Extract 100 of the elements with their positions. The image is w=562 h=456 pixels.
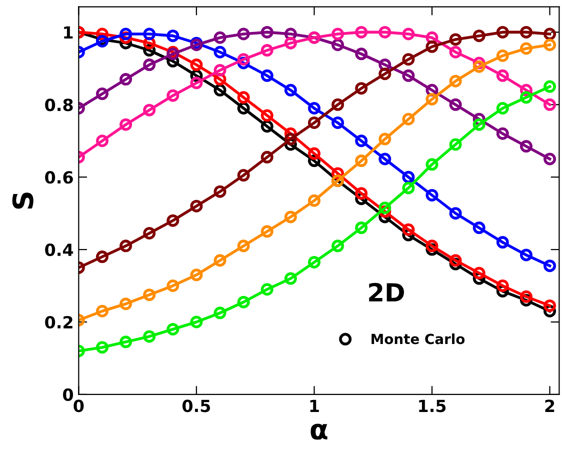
y-tick-label: 0: [63, 388, 74, 402]
point: [402, 223, 415, 236]
point: [402, 53, 415, 66]
point: [496, 236, 509, 249]
point: [520, 26, 532, 38]
point: [472, 60, 486, 73]
x-tick-label: 0.5: [182, 400, 210, 412]
point: [449, 74, 462, 88]
point: [284, 132, 297, 146]
point: [332, 98, 344, 111]
point: [496, 49, 509, 62]
point: [355, 154, 368, 168]
point: [237, 91, 250, 104]
point: [166, 30, 180, 42]
point: [308, 147, 320, 160]
point: [214, 306, 226, 320]
point: [355, 134, 368, 148]
point: [544, 38, 556, 52]
point: [472, 30, 486, 42]
point: [449, 98, 462, 111]
point: [166, 280, 180, 292]
point: [449, 138, 462, 151]
point: [355, 222, 368, 234]
point: [426, 240, 438, 252]
point: [472, 222, 486, 234]
point: [496, 280, 509, 292]
point: [496, 69, 509, 82]
x-tick-label: 0: [74, 400, 84, 412]
point: [190, 200, 203, 212]
x-tick-label: 1: [310, 400, 319, 412]
point: [472, 118, 486, 131]
point: [378, 202, 392, 214]
point: [120, 336, 132, 348]
point: [472, 266, 486, 280]
point: [166, 322, 180, 336]
point: [284, 84, 297, 96]
point: [190, 268, 203, 282]
x-axis-title: α: [310, 424, 328, 440]
point: [190, 76, 203, 90]
y-axis-title: S: [12, 192, 34, 209]
point: [355, 26, 368, 38]
point: [260, 69, 274, 82]
point: [96, 341, 108, 354]
point: [143, 28, 156, 40]
point: [520, 42, 532, 55]
point: [426, 40, 438, 53]
point: [449, 46, 462, 58]
point: [332, 116, 344, 130]
point: [214, 185, 226, 198]
point: [544, 260, 556, 272]
point: [143, 58, 156, 72]
point: [544, 80, 556, 93]
point: [96, 88, 108, 100]
point: [237, 53, 250, 66]
point: [496, 127, 509, 140]
point: [96, 304, 108, 318]
point: [378, 68, 392, 80]
point: [143, 226, 156, 240]
y-tick-label: 0.8: [45, 98, 73, 112]
point: [496, 26, 509, 38]
point: [378, 132, 392, 146]
point: [190, 316, 203, 328]
point: [120, 118, 132, 131]
point: [449, 254, 462, 267]
point: [402, 182, 415, 194]
point: [355, 82, 368, 95]
point: [544, 98, 556, 111]
point: [544, 299, 556, 312]
point: [143, 288, 156, 302]
point: [355, 187, 368, 200]
point: [260, 120, 274, 133]
point: [214, 31, 226, 44]
point: [143, 104, 156, 116]
point: [237, 169, 250, 182]
point: [260, 44, 274, 57]
point: [96, 250, 108, 264]
point: [308, 102, 320, 115]
y-tick-label: 1: [64, 26, 73, 39]
y-tick-label: 0.6: [45, 171, 73, 184]
point: [402, 112, 415, 126]
point: [214, 46, 226, 58]
annotation: 2D: [369, 282, 404, 302]
point: [166, 89, 180, 102]
point: [120, 73, 132, 86]
point: [520, 91, 532, 104]
point: [426, 188, 438, 202]
point: [378, 152, 392, 166]
point: [214, 254, 226, 267]
point: [214, 64, 226, 76]
point: [520, 140, 532, 153]
point: [308, 194, 320, 207]
point: [166, 214, 180, 227]
point: [284, 210, 297, 224]
point: [332, 240, 344, 252]
x-tick-label: 2: [545, 400, 554, 412]
point: [237, 296, 250, 308]
point: [308, 256, 320, 268]
point: [402, 170, 415, 184]
point: [120, 240, 132, 252]
point: [260, 109, 274, 122]
